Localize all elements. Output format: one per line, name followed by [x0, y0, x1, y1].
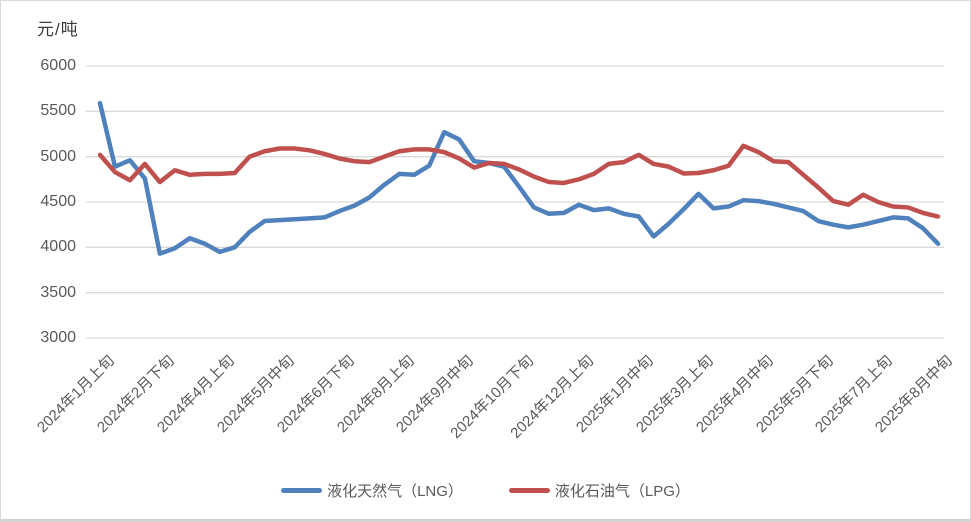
legend: 液化天然气（LNG） 液化石油气（LPG） [1, 480, 970, 501]
legend-item-lpg: 液化石油气（LPG） [508, 480, 690, 501]
y-axis-tick-label: 3000 [40, 329, 76, 346]
y-axis-tick-label: 5000 [40, 147, 76, 165]
lng-line-swatch [281, 488, 323, 493]
legend-item-lng: 液化天然气（LNG） [281, 480, 463, 501]
y-axis-tick-label: 6000 [40, 57, 76, 74]
y-axis-tick-label: 4000 [40, 238, 76, 256]
series-line-lpg [97, 143, 941, 219]
legend-label-lng: 液化天然气（LNG） [327, 483, 463, 500]
y-axis-tick-label: 3500 [40, 283, 76, 301]
y-axis-tick-label: 5500 [40, 102, 76, 120]
legend-label-lpg: 液化石油气（LPG） [554, 483, 690, 500]
series-line-lng [97, 100, 941, 256]
lpg-line-swatch [508, 488, 550, 493]
y-axis-tick-label: 4500 [40, 193, 76, 210]
y-axis-unit-label: 元/吨 [37, 20, 79, 39]
